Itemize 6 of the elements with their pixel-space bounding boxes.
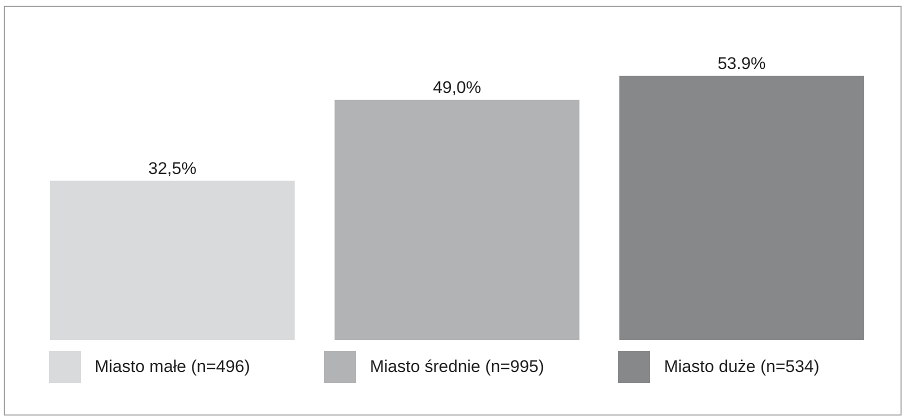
data-label: 32,5% — [148, 158, 196, 178]
x-tick-label: Miasto małe (n=496) — [94, 357, 250, 376]
data-label: 49,0% — [432, 78, 482, 97]
x-tick-label: Miasto średnie (n=995) — [370, 357, 544, 376]
x-tick-label: Miasto duże (n=534) — [664, 357, 820, 376]
data-label: 53.9% — [718, 54, 766, 73]
